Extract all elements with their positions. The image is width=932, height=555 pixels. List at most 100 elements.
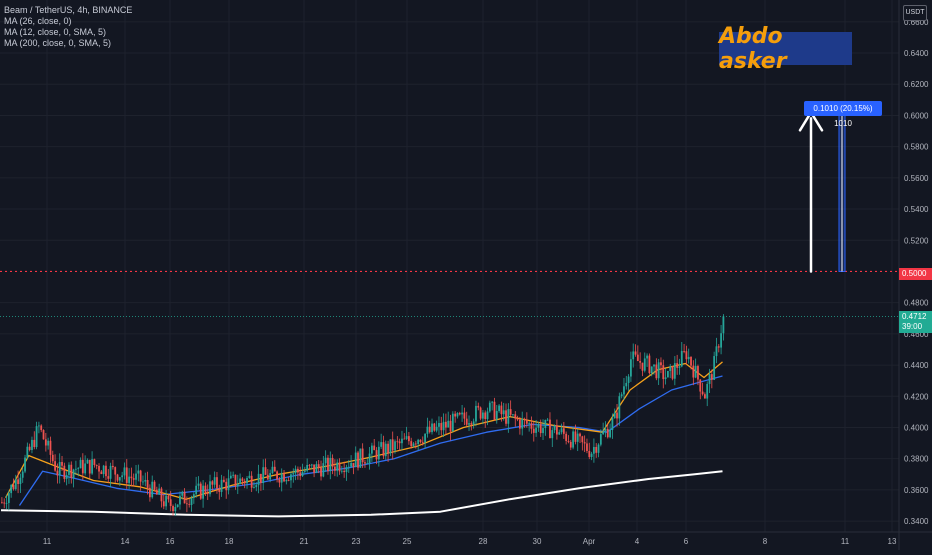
- candle-body[interactable]: [105, 465, 107, 477]
- candle-body[interactable]: [542, 428, 544, 434]
- candle[interactable]: [72, 468, 75, 488]
- candle-body[interactable]: [549, 419, 551, 439]
- candle[interactable]: [537, 421, 540, 432]
- candle-body[interactable]: [183, 491, 186, 504]
- candle[interactable]: [535, 420, 537, 437]
- candle[interactable]: [243, 478, 246, 489]
- candle-body[interactable]: [648, 355, 651, 374]
- candle[interactable]: [204, 482, 207, 497]
- candle-body[interactable]: [546, 419, 549, 421]
- candle-body[interactable]: [377, 446, 380, 460]
- candle[interactable]: [371, 442, 373, 462]
- legend-ma-26[interactable]: MA (26, close, 0): [4, 16, 72, 26]
- candle[interactable]: [199, 481, 202, 500]
- candle[interactable]: [539, 419, 542, 437]
- candle-body[interactable]: [315, 464, 318, 473]
- candle-body[interactable]: [516, 418, 519, 420]
- candle-body[interactable]: [694, 366, 697, 378]
- candle-body[interactable]: [209, 481, 211, 495]
- candle-body[interactable]: [509, 409, 512, 415]
- candle[interactable]: [188, 499, 191, 508]
- candle[interactable]: [100, 469, 103, 475]
- candle-body[interactable]: [498, 405, 500, 412]
- candle-body[interactable]: [488, 402, 491, 412]
- candle-body[interactable]: [132, 478, 135, 480]
- candle-body[interactable]: [655, 364, 658, 379]
- candle[interactable]: [632, 343, 635, 368]
- candle[interactable]: [209, 474, 211, 497]
- candle-body[interactable]: [630, 359, 632, 377]
- candle[interactable]: [500, 401, 503, 422]
- candle-body[interactable]: [586, 443, 588, 451]
- candle[interactable]: [616, 403, 618, 427]
- candle-body[interactable]: [616, 412, 618, 419]
- candle-body[interactable]: [172, 505, 174, 512]
- candle-body[interactable]: [162, 501, 165, 507]
- candle[interactable]: [391, 431, 394, 460]
- candle-body[interactable]: [463, 412, 466, 419]
- candle-body[interactable]: [669, 366, 672, 372]
- candle-body[interactable]: [620, 394, 623, 397]
- candle[interactable]: [324, 450, 327, 472]
- candlesticks[interactable]: [1, 314, 725, 516]
- candle[interactable]: [155, 486, 158, 495]
- candle-body[interactable]: [653, 364, 655, 367]
- candle[interactable]: [690, 356, 692, 370]
- candle[interactable]: [361, 443, 364, 468]
- candle-body[interactable]: [287, 480, 290, 481]
- candle[interactable]: [146, 471, 149, 495]
- candle[interactable]: [498, 403, 500, 413]
- candle-body[interactable]: [51, 454, 54, 462]
- candle-body[interactable]: [273, 466, 276, 472]
- candle-body[interactable]: [456, 413, 459, 417]
- candle[interactable]: [431, 418, 433, 435]
- candle[interactable]: [292, 468, 295, 483]
- candle[interactable]: [1, 497, 3, 504]
- candle[interactable]: [627, 374, 630, 392]
- candle[interactable]: [162, 494, 165, 510]
- candle[interactable]: [135, 465, 137, 485]
- candle[interactable]: [56, 463, 59, 484]
- candle-body[interactable]: [269, 473, 272, 480]
- candle[interactable]: [384, 440, 387, 460]
- candle-body[interactable]: [338, 462, 341, 472]
- candle-body[interactable]: [384, 443, 387, 457]
- candle[interactable]: [3, 498, 6, 509]
- candle[interactable]: [278, 476, 281, 488]
- candle-body[interactable]: [246, 477, 248, 484]
- candle[interactable]: [285, 478, 288, 485]
- candle-body[interactable]: [130, 476, 133, 479]
- candle[interactable]: [442, 413, 445, 437]
- candle[interactable]: [671, 366, 674, 381]
- candle-body[interactable]: [477, 405, 480, 408]
- candle[interactable]: [239, 473, 241, 485]
- candle[interactable]: [77, 467, 80, 477]
- candle-body[interactable]: [574, 431, 577, 442]
- candle[interactable]: [488, 400, 491, 413]
- candle[interactable]: [223, 476, 225, 483]
- candle[interactable]: [79, 457, 82, 469]
- candle[interactable]: [486, 407, 489, 426]
- candle[interactable]: [623, 378, 625, 401]
- candle-body[interactable]: [186, 503, 188, 505]
- candle[interactable]: [560, 423, 563, 435]
- candle[interactable]: [697, 364, 699, 386]
- candle[interactable]: [190, 495, 193, 512]
- candle[interactable]: [581, 435, 584, 451]
- candle-body[interactable]: [234, 474, 237, 487]
- candle[interactable]: [523, 417, 526, 428]
- candle-body[interactable]: [308, 464, 311, 466]
- candle-body[interactable]: [472, 421, 475, 425]
- candle-body[interactable]: [340, 470, 343, 472]
- candle[interactable]: [389, 439, 392, 457]
- candle-body[interactable]: [77, 468, 80, 470]
- candle-body[interactable]: [433, 423, 436, 431]
- candle-body[interactable]: [144, 479, 147, 482]
- candle-body[interactable]: [720, 333, 722, 348]
- candle-body[interactable]: [657, 362, 660, 379]
- candle[interactable]: [44, 432, 47, 452]
- candle-body[interactable]: [188, 504, 191, 505]
- candle-body[interactable]: [118, 477, 121, 481]
- candle-body[interactable]: [280, 473, 283, 483]
- candle[interactable]: [396, 436, 399, 450]
